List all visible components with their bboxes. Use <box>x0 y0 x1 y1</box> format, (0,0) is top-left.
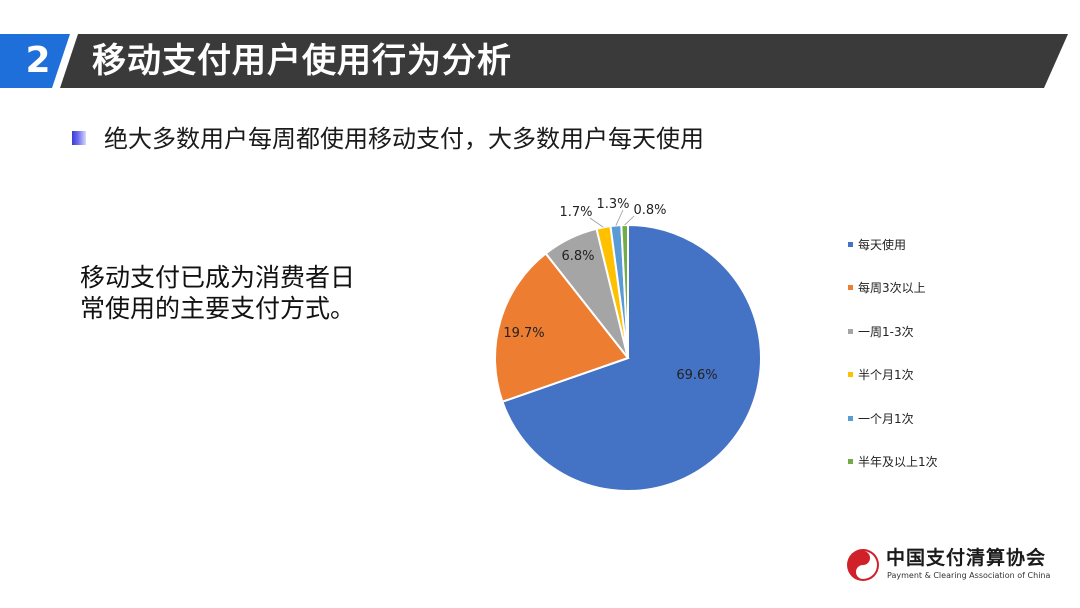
pie-slice-1 <box>494 252 630 403</box>
pie-slice-0 <box>501 223 762 492</box>
data-label-4: 1.3% <box>596 197 629 212</box>
bullet-marker <box>72 131 86 145</box>
legend-label-4: 一个月1次 <box>858 411 914 426</box>
legend-swatch-5 <box>848 459 853 464</box>
legend-swatch-2 <box>848 328 853 334</box>
leader-line-5 <box>624 215 635 226</box>
legend-item-2: 一周1-3次 <box>848 323 914 341</box>
bullet-text: 绝大多数用户每周都使用移动支付，大多数用户每天使用 <box>104 125 704 153</box>
data-label-5: 0.8% <box>633 203 666 218</box>
legend-swatch-3 <box>848 372 853 378</box>
legend-label-2: 一周1-3次 <box>858 324 914 339</box>
legend-item-4: 一个月1次 <box>848 410 914 428</box>
legend-label-5: 半年及以上1次 <box>858 455 938 469</box>
legend-item-0: 每天使用 <box>848 236 906 254</box>
legend-item-1: 每周3次以上 <box>848 279 926 297</box>
page-title: 移动支付用户使用行为分析 <box>92 41 512 81</box>
legend-swatch-0 <box>848 242 853 247</box>
section-number: 2 <box>25 40 51 81</box>
legend-swatch-1 <box>848 285 853 291</box>
legend-label-3: 半个月1次 <box>858 368 914 383</box>
data-label-2: 6.8% <box>561 249 594 264</box>
data-label-3: 1.7% <box>559 205 592 220</box>
data-label-1: 19.7% <box>503 326 544 341</box>
side-note: 移动支付已成为消费者日常使用的主要支付方式。 <box>80 263 356 323</box>
legend-swatch-4 <box>848 415 853 421</box>
data-label-0: 69.6% <box>676 368 717 383</box>
logo-mark-icon <box>847 549 879 581</box>
title-bar-background <box>60 34 1068 88</box>
logo-name-cn: 中国支付清算协会 <box>886 547 1047 569</box>
section-number-badge <box>0 34 70 88</box>
leader-line-4 <box>615 209 624 226</box>
logo-name-en: Payment & Clearing Association of China <box>887 571 1051 580</box>
legend-item-3: 半个月1次 <box>848 366 914 384</box>
association-logo: 中国支付清算协会 Payment & Clearing Association … <box>846 546 1066 586</box>
legend-item-5: 半年及以上1次 <box>848 453 938 471</box>
title-bar <box>0 34 1068 88</box>
leader-line-3 <box>589 217 604 228</box>
legend-label-1: 每周3次以上 <box>858 281 926 296</box>
legend-label-0: 每天使用 <box>858 238 907 252</box>
